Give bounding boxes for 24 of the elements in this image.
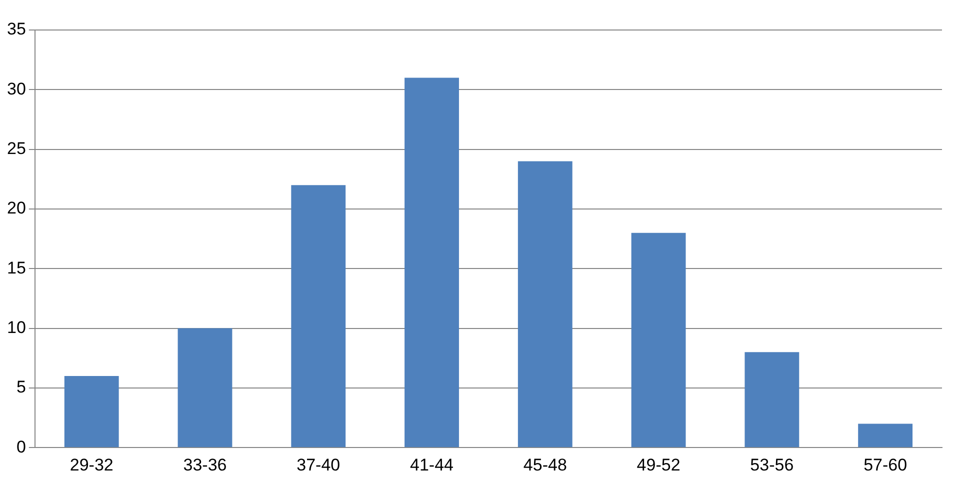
x-tick-label: 45-48 (523, 455, 567, 474)
x-tick-label: 33-36 (183, 455, 227, 474)
bar (518, 161, 572, 448)
y-tick-label: 5 (16, 378, 26, 397)
x-tick-label: 49-52 (636, 455, 680, 474)
y-tick-label: 20 (6, 198, 26, 218)
x-tick-label: 41-44 (410, 455, 454, 474)
x-tick-label: 53-56 (750, 455, 794, 474)
bar (744, 352, 800, 448)
y-tick-label: 10 (6, 318, 26, 337)
y-tick-label: 0 (16, 437, 26, 456)
bar (64, 376, 119, 448)
x-tick-label: 37-40 (296, 455, 340, 474)
y-tick-label: 35 (6, 20, 26, 39)
bar (858, 424, 913, 448)
y-tick-label: 25 (6, 139, 26, 158)
bar (631, 232, 686, 448)
y-tick-label: 30 (6, 79, 26, 98)
x-tick-label: 29-32 (70, 455, 114, 474)
y-tick-label: 15 (6, 258, 26, 278)
x-tick-label: 57-60 (864, 455, 908, 474)
bar (404, 78, 459, 448)
bar (178, 328, 232, 448)
bar (291, 185, 346, 448)
